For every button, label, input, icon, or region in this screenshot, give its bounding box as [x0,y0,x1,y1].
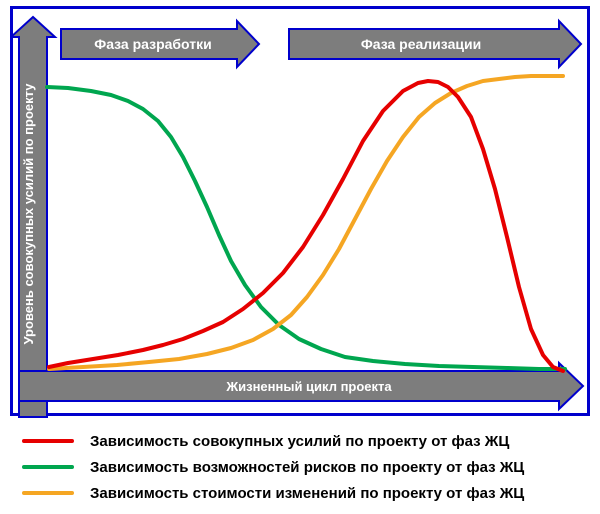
legend-swatch [22,465,74,469]
legend-row: Зависимость совокупных усилий по проекту… [22,428,524,454]
curve-green [47,87,565,369]
x-axis-label: Жизненный цикл проекта [225,379,392,394]
phase1-label: Фаза разработки [94,36,211,52]
chart-frame: Уровень совокупных усилий по проекту Жиз… [10,6,590,416]
y-axis-arrow: Уровень совокупных усилий по проекту [13,17,55,417]
legend-label: Зависимость возможностей рисков по проек… [90,459,524,476]
phase2-arrow: Фаза реализации [289,21,581,67]
phase1-arrow: Фаза разработки [61,21,259,67]
chart-svg: Уровень совокупных усилий по проекту Жиз… [13,9,593,419]
legend-swatch [22,491,74,495]
curve-red [49,81,563,371]
legend-label: Зависимость совокупных усилий по проекту… [90,433,509,450]
y-axis-label: Уровень совокупных усилий по проекту [21,83,36,345]
phase2-label: Фаза реализации [361,36,481,52]
curve-orange [49,76,563,369]
x-axis-arrow: Жизненный цикл проекта [19,363,583,409]
legend: Зависимость совокупных усилий по проекту… [22,428,524,506]
legend-row: Зависимость стоимости изменений по проек… [22,480,524,506]
legend-label: Зависимость стоимости изменений по проек… [90,485,524,502]
legend-swatch [22,439,74,443]
legend-row: Зависимость возможностей рисков по проек… [22,454,524,480]
